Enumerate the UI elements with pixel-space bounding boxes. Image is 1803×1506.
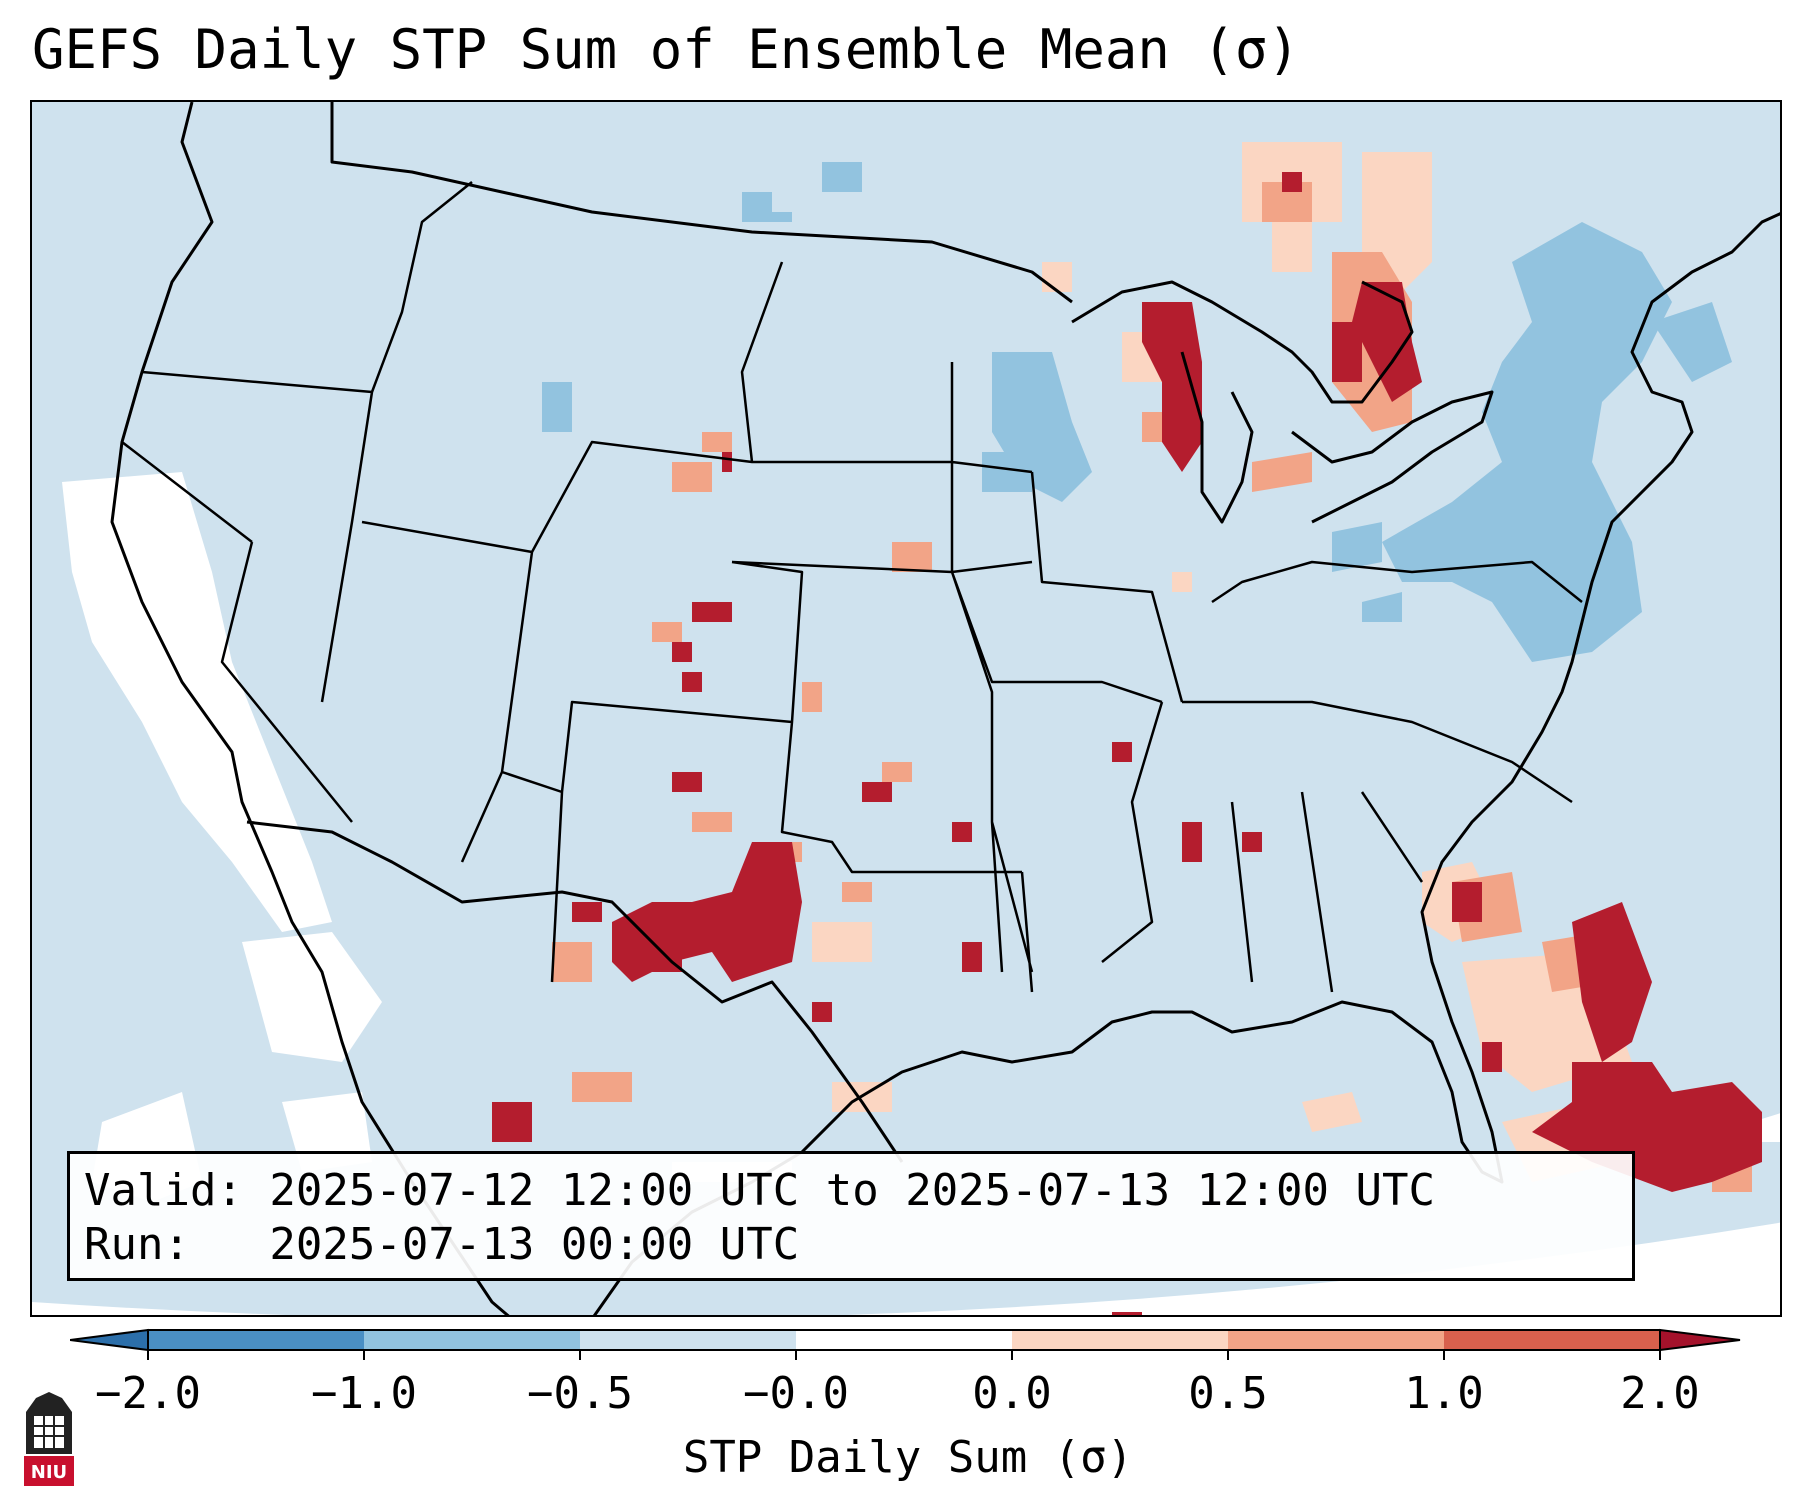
great-lakes xyxy=(1071,280,1494,524)
colorbar-extend-high xyxy=(1659,1328,1741,1352)
colorbar xyxy=(70,1328,1741,1360)
colorbar-segment-5 xyxy=(1012,1330,1228,1350)
run-time-text: Run: 2025-07-13 00:00 UTC xyxy=(84,1219,800,1270)
colorbar-title: STP Daily Sum (σ) xyxy=(682,1432,1134,1483)
colorbar-segment-2 xyxy=(364,1330,580,1350)
state-lines xyxy=(121,181,1583,993)
colorbar-tick-label: 0.5 xyxy=(1188,1368,1268,1419)
logo-text: NIU xyxy=(31,1462,67,1483)
colorbar-outline xyxy=(147,1329,1661,1351)
colorbar-segment-6 xyxy=(1228,1330,1444,1350)
colorbar-extend-low xyxy=(70,1328,149,1352)
us-canada-border xyxy=(330,102,1073,304)
colorbar-tick-label: 1.0 xyxy=(1404,1368,1484,1419)
colorbar-tick-label: −0.0 xyxy=(743,1368,849,1419)
us-mexico-border xyxy=(246,820,904,1163)
colorbar-tick-label: −2.0 xyxy=(95,1368,201,1419)
map-svg xyxy=(32,102,1780,1315)
colorbar-tick-marks xyxy=(147,1350,1661,1360)
colorbar-segment-3 xyxy=(580,1330,796,1350)
map-panel[interactable] xyxy=(30,100,1782,1317)
colorbar-tick-label: 0.0 xyxy=(972,1368,1052,1419)
colorbar-segment-7 xyxy=(1444,1330,1660,1350)
niu-logo: NIU xyxy=(24,1392,74,1486)
colorbar-tick-label: 2.0 xyxy=(1620,1368,1700,1419)
colorbar-segment-4 xyxy=(796,1330,1012,1350)
map-title: GEFS Daily STP Sum of Ensemble Mean (σ) xyxy=(32,18,1300,81)
colorbar-segment-1 xyxy=(148,1330,364,1350)
negative-anomaly-field xyxy=(542,162,1732,662)
colorbar-tick-label: −0.5 xyxy=(527,1368,633,1419)
colorbar-tick-label: −1.0 xyxy=(311,1368,417,1419)
valid-run-info-box: Valid: 2025-07-12 12:00 UTC to 2025-07-1… xyxy=(67,1151,1635,1281)
valid-time-text: Valid: 2025-07-12 12:00 UTC to 2025-07-1… xyxy=(84,1165,1436,1216)
positive-anomaly-field-strong xyxy=(492,172,1762,1315)
